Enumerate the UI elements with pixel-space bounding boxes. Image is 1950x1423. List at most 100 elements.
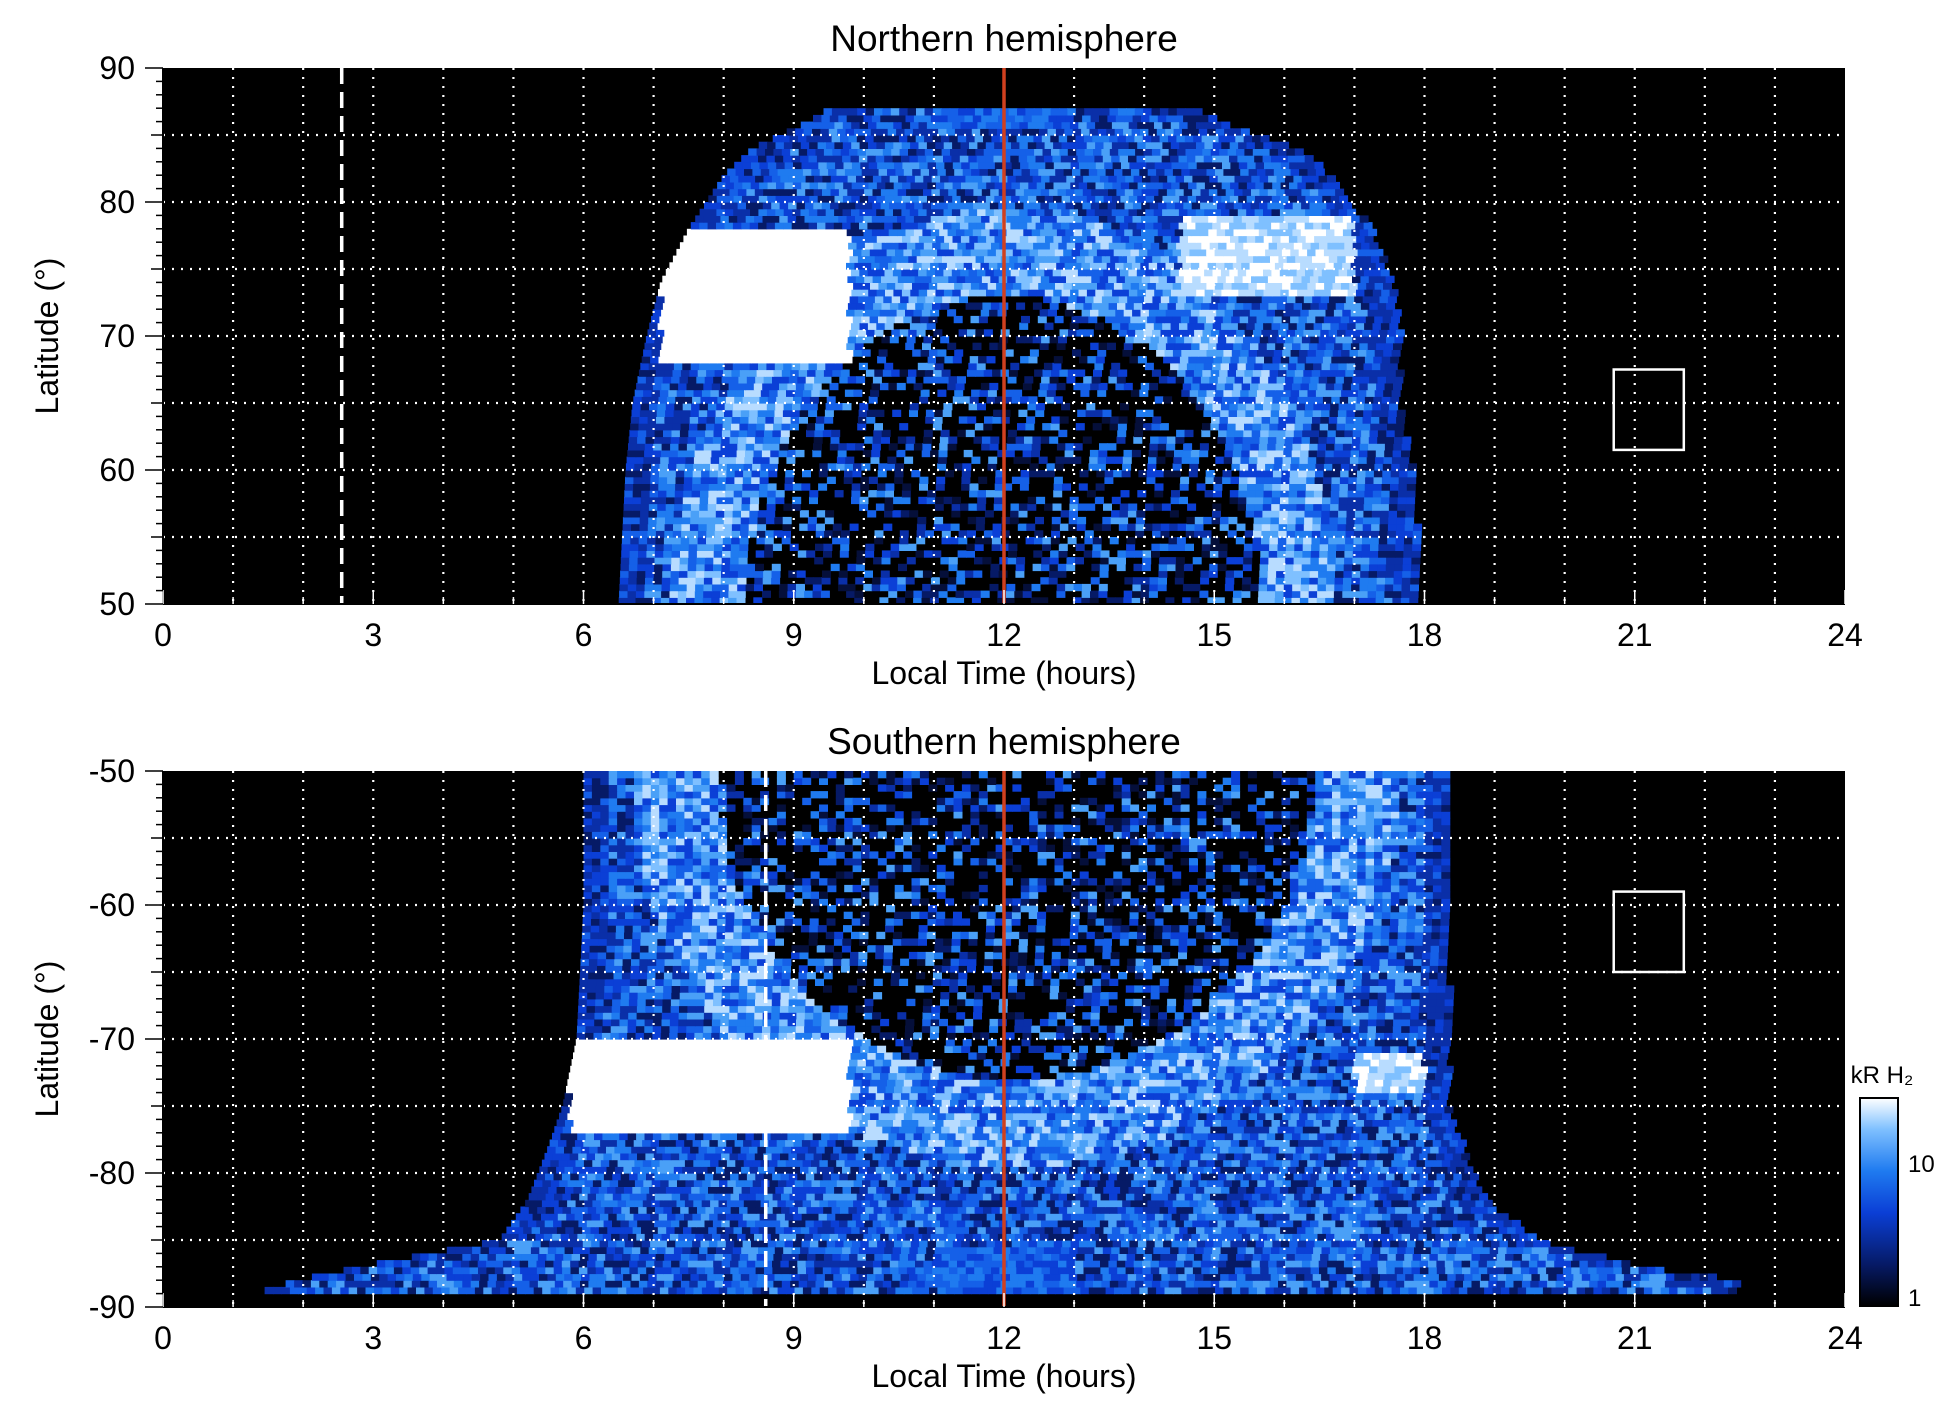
heatmap-cell	[959, 222, 969, 230]
heatmap-cell	[875, 503, 885, 511]
heatmap-cell	[1313, 269, 1323, 277]
heatmap-cell	[1290, 315, 1300, 324]
heatmap-cell	[994, 490, 1004, 498]
heatmap-cell	[748, 255, 758, 263]
heatmap-cell	[844, 168, 854, 176]
heatmap-cell	[1119, 155, 1129, 163]
heatmap-cell	[988, 128, 998, 136]
heatmap-cell	[774, 155, 784, 163]
heatmap-cell	[1118, 148, 1128, 156]
heatmap-cell	[1327, 242, 1337, 250]
heatmap-cell	[1291, 262, 1301, 270]
heatmap-cell	[1267, 583, 1276, 592]
heatmap-cell	[1338, 269, 1348, 277]
heatmap-cell	[1087, 356, 1097, 364]
heatmap-cell	[951, 510, 961, 518]
heatmap-cell	[1125, 175, 1135, 183]
heatmap-cell	[730, 242, 740, 250]
heatmap-cell	[1284, 443, 1293, 451]
heatmap-cell	[973, 275, 983, 283]
heatmap-cell	[1261, 537, 1270, 545]
heatmap-cell	[951, 208, 961, 216]
heatmap-cell	[1237, 496, 1247, 505]
heatmap-cell	[1192, 557, 1202, 565]
heatmap-cell	[1189, 282, 1199, 290]
heatmap-cell	[1123, 382, 1133, 391]
heatmap-cell	[886, 463, 896, 471]
heatmap-cell	[1382, 463, 1392, 471]
heatmap-cell	[1196, 483, 1206, 491]
heatmap-cell	[1118, 523, 1128, 531]
heatmap-cell	[978, 356, 988, 364]
heatmap-cell	[921, 309, 931, 317]
heatmap-cell	[1015, 436, 1025, 444]
heatmap-cell	[638, 537, 648, 545]
heatmap-cell	[679, 563, 689, 572]
heatmap-cell	[803, 128, 813, 136]
heatmap-cell	[860, 476, 870, 484]
heatmap-cell	[722, 423, 732, 431]
heatmap-cell	[899, 423, 909, 431]
heatmap-cell	[799, 416, 808, 424]
heatmap-cell	[1299, 456, 1309, 464]
heatmap-cell	[1049, 570, 1058, 578]
heatmap-cell	[988, 262, 998, 270]
heatmap-cell	[1199, 228, 1209, 237]
heatmap-cell	[1150, 275, 1160, 283]
heatmap-cell	[960, 141, 970, 149]
heatmap-cell	[920, 168, 930, 176]
heatmap-cell	[1124, 202, 1134, 210]
heatmap-cell	[716, 503, 726, 511]
heatmap-cell	[825, 269, 835, 277]
heatmap-cell	[1219, 329, 1229, 337]
heatmap-cell	[1273, 349, 1283, 357]
heatmap-cell	[1082, 215, 1092, 223]
heatmap-cell	[1289, 476, 1299, 484]
heatmap-cell	[1125, 135, 1135, 143]
heatmap-cell	[807, 369, 817, 377]
heatmap-cell	[736, 597, 746, 605]
heatmap-cell	[669, 262, 679, 270]
heatmap-cell	[821, 577, 831, 585]
heatmap-cell	[1059, 369, 1069, 377]
heatmap-cell	[788, 376, 798, 384]
heatmap-cell	[991, 537, 1001, 545]
heatmap-cell	[768, 463, 778, 471]
heatmap-cell	[1024, 376, 1034, 384]
heatmap-cell	[1108, 557, 1118, 565]
heatmap-cell	[1132, 202, 1142, 210]
heatmap-cell	[1109, 135, 1119, 143]
heatmap-cell	[759, 396, 769, 404]
heatmap-cell	[919, 483, 928, 491]
heatmap-cell	[1291, 449, 1301, 458]
heatmap-cell	[813, 577, 823, 585]
heatmap-cell	[1181, 349, 1191, 357]
heatmap-cell	[1269, 530, 1279, 538]
heatmap-cell	[1154, 483, 1164, 491]
heatmap-cell	[962, 168, 972, 176]
heatmap-cell	[1283, 262, 1293, 270]
heatmap-cell	[1182, 382, 1192, 391]
heatmap-cell	[1347, 289, 1357, 297]
heatmap-cell	[1022, 590, 1032, 598]
heatmap-cell	[889, 336, 899, 344]
heatmap-cell	[1034, 369, 1044, 377]
heatmap-cell	[1153, 503, 1163, 511]
heatmap-cell	[1064, 128, 1074, 136]
heatmap-cell	[1211, 416, 1221, 424]
heatmap-cell	[1110, 516, 1120, 525]
heatmap-cell	[1252, 135, 1262, 143]
heatmap-cell	[950, 148, 959, 156]
heatmap-cell	[1157, 583, 1167, 592]
heatmap-cell	[1144, 409, 1154, 417]
heatmap-cell	[891, 369, 901, 377]
heatmap-cell	[1370, 423, 1380, 431]
heatmap-cell	[1170, 222, 1180, 230]
heatmap-cell	[1344, 557, 1354, 565]
heatmap-cell	[1314, 356, 1324, 364]
heatmap-cell	[1242, 577, 1252, 585]
heatmap-cell	[851, 181, 861, 190]
heatmap-cell	[1309, 202, 1319, 210]
heatmap-cell	[1152, 329, 1162, 337]
heatmap-cell	[1243, 550, 1253, 558]
